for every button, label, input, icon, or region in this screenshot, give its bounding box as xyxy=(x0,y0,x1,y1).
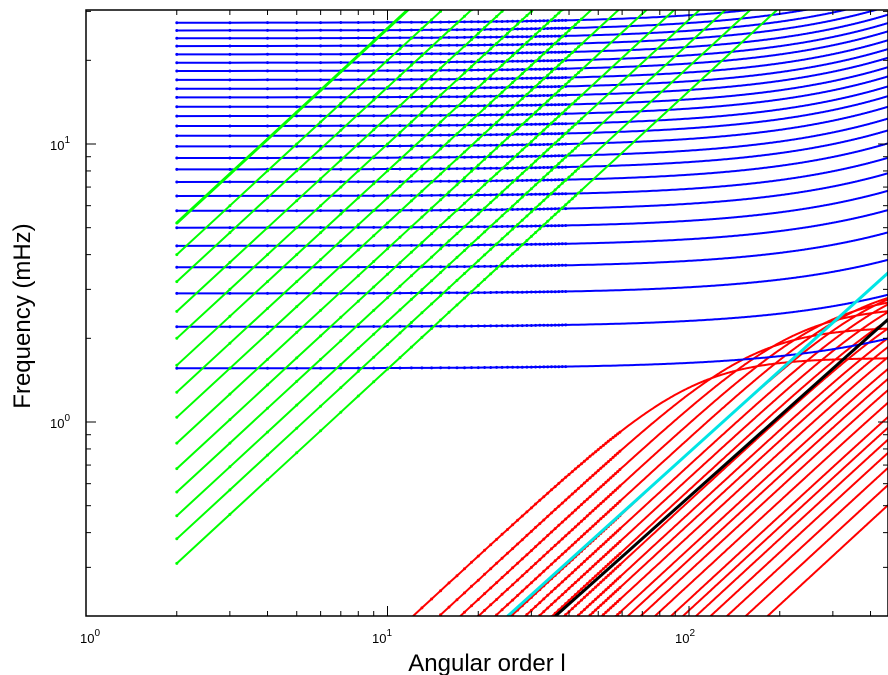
blue-branch-12 xyxy=(176,95,888,137)
blue-branch-21 xyxy=(176,13,888,56)
green-branch-10 xyxy=(176,10,506,313)
green-branch-3 xyxy=(176,10,702,493)
series-layer xyxy=(175,5,888,623)
blue-branch-4 xyxy=(176,209,888,247)
red-branch-18 xyxy=(681,426,888,616)
blue-branch-6 xyxy=(176,172,888,212)
blue-branch-9 xyxy=(176,129,888,171)
green-branch-0 xyxy=(176,10,779,565)
black-line xyxy=(554,317,888,616)
y-axis-title: Frequency (mHz) xyxy=(9,223,36,408)
green-point xyxy=(410,5,413,8)
plot-frame xyxy=(85,9,888,617)
blue-branch-20 xyxy=(176,22,888,64)
y-tick-label-1: 100 xyxy=(50,413,70,431)
red-branch-22 xyxy=(744,483,888,616)
blue-branch-7 xyxy=(176,156,888,197)
red-point xyxy=(612,617,615,620)
y-tick-label-10: 101 xyxy=(50,135,70,153)
red-branch-10 xyxy=(576,336,888,616)
blue-branch-13 xyxy=(176,85,888,127)
green-branch-8 xyxy=(176,10,564,367)
blue-branch-5 xyxy=(176,189,888,229)
blue-branch-18 xyxy=(176,39,888,81)
green-branch-13 xyxy=(175,10,410,225)
green-branch-7 xyxy=(176,10,593,393)
cyan-line xyxy=(506,270,888,616)
green-branch-2 xyxy=(176,10,727,517)
red-point xyxy=(609,619,612,622)
green-branch-5 xyxy=(176,10,648,444)
red-branch-0 xyxy=(411,357,888,616)
red-point xyxy=(583,619,586,622)
red-point xyxy=(489,619,492,622)
red-point xyxy=(506,618,509,621)
red-branch-7 xyxy=(537,310,888,616)
red-branch-11 xyxy=(587,345,888,616)
red-branch-21 xyxy=(725,466,888,616)
ticks-layer xyxy=(85,10,888,616)
blue-branch-3 xyxy=(176,231,888,269)
blue-branch-16 xyxy=(176,56,888,99)
red-branch-15 xyxy=(639,388,888,616)
red-point xyxy=(597,618,600,621)
red-branch-13 xyxy=(614,367,888,616)
blue-branch-22 xyxy=(176,10,880,48)
red-point xyxy=(571,619,574,622)
red-branch-12 xyxy=(600,355,888,616)
red-branch-9 xyxy=(562,327,888,616)
red-branch-17 xyxy=(669,415,888,616)
red-point xyxy=(594,620,597,623)
x-axis-title: Angular order l xyxy=(408,650,565,675)
red-branch-6 xyxy=(523,303,888,616)
red-point xyxy=(534,618,537,621)
red-branch-23 xyxy=(766,503,888,616)
blue-branch-17 xyxy=(176,48,888,90)
green-branch-11 xyxy=(176,10,473,283)
green-point xyxy=(506,5,509,8)
x-tick-label-10: 101 xyxy=(372,628,392,646)
red-branch-4 xyxy=(493,296,888,616)
green-branch-4 xyxy=(176,10,676,470)
blue-branch-19 xyxy=(176,30,888,72)
green-point xyxy=(564,5,567,8)
green-branch-6 xyxy=(176,10,620,419)
blue-branch-11 xyxy=(176,105,888,148)
blue-branch-15 xyxy=(176,66,888,108)
blue-branch-8 xyxy=(176,142,888,183)
x-tick-label-1: 100 xyxy=(80,628,100,646)
red-point xyxy=(557,620,560,623)
blue-branch-10 xyxy=(176,117,888,159)
red-branch-19 xyxy=(694,438,888,616)
red-branch-20 xyxy=(709,451,888,616)
red-point xyxy=(574,616,577,619)
blue-branch-1 xyxy=(176,293,888,328)
red-branch-16 xyxy=(653,401,888,616)
green-branch-9 xyxy=(176,10,535,340)
red-branch-14 xyxy=(626,377,888,616)
red-point xyxy=(546,619,549,622)
x-tick-label-100: 102 xyxy=(675,628,695,646)
red-branch-2 xyxy=(458,310,888,616)
red-point xyxy=(456,618,459,621)
green-point xyxy=(534,6,537,9)
blue-branch-2 xyxy=(176,258,888,295)
green-branch-12 xyxy=(176,10,442,256)
blue-branch-23 xyxy=(176,10,850,40)
red-point xyxy=(521,617,524,620)
blue-branch-0 xyxy=(176,337,888,370)
blue-branch-24 xyxy=(176,10,811,32)
green-branch-1 xyxy=(176,10,752,540)
